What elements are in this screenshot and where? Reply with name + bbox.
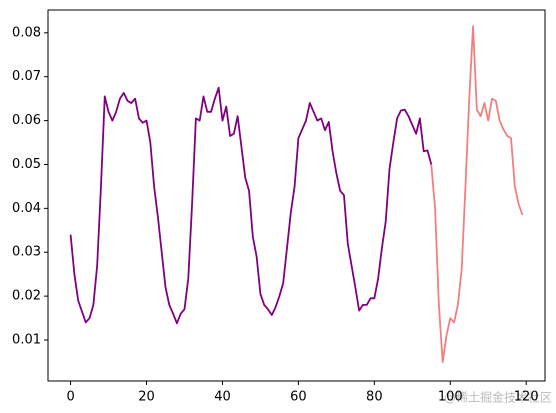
x-tick-label: 100	[438, 390, 463, 405]
y-tick-label: 0.07	[12, 69, 41, 84]
series-line	[69, 86, 433, 325]
x-tick-label: 0	[66, 390, 74, 405]
y-tick-label: 0.06	[12, 113, 41, 128]
y-tick-label: 0.05	[12, 157, 41, 172]
watermark: @稀土掘金技术社区	[444, 390, 552, 405]
x-tick-label: 80	[366, 390, 383, 405]
y-tick-label: 0.08	[12, 25, 41, 40]
x-tick-label: 120	[514, 390, 539, 405]
x-tick-label: 60	[290, 390, 307, 405]
y-tick-label: 0.01	[12, 333, 41, 348]
y-tick-label: 0.02	[12, 289, 41, 304]
x-tick-label: 40	[214, 390, 231, 405]
x-tick-label: 20	[138, 390, 155, 405]
plot-frame	[47, 9, 546, 382]
y-tick-label: 0.03	[12, 245, 41, 260]
series-line	[430, 25, 524, 363]
y-tick-label: 0.04	[12, 201, 41, 216]
